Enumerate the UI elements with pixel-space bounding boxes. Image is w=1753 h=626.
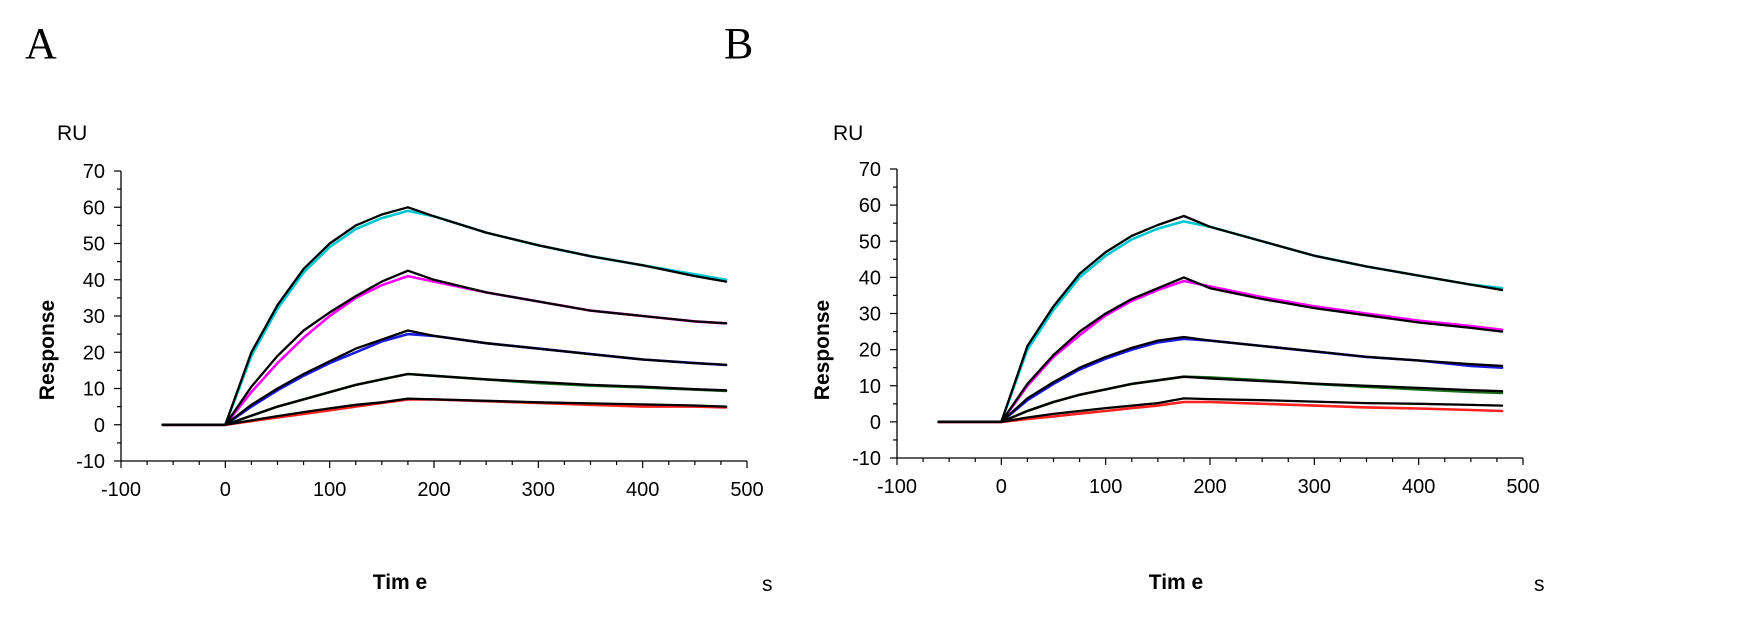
panel-b-x-tick-label: 0 — [996, 476, 1007, 498]
panel-a-x-axis-title: Tim e — [373, 571, 427, 594]
panel-b-y-tick-label: 70 — [859, 159, 881, 181]
panel-a-letter: A — [25, 19, 57, 68]
panel-a-x-tick-label: 300 — [522, 479, 555, 501]
panel-b-y-axis-title: Response — [811, 300, 834, 400]
panel-b-y-tick-label: 30 — [859, 304, 881, 326]
panel-b-y-unit: RU — [833, 122, 863, 145]
panel-a-series-blue-fit-line — [161, 329, 728, 426]
panel-b-y-tick-label: 20 — [859, 340, 881, 362]
panel-a-y-tick-label: 40 — [83, 270, 105, 292]
panel-b-series-magenta-line — [937, 279, 1504, 424]
panel-a-y-tick-label: 0 — [94, 415, 105, 437]
panel-a-y-tick-label: -10 — [76, 451, 105, 473]
panel-a-y-axis-title: Response — [36, 300, 59, 400]
panel-a-y-tick-label: 10 — [83, 379, 105, 401]
panel-a-x-tick-label: 100 — [313, 479, 346, 501]
panel-b-x-tick-label: -100 — [877, 476, 917, 498]
panel-b-series-red-fit-line — [937, 397, 1504, 424]
panel-b-y-tick-label: 0 — [870, 412, 881, 434]
panel-a-series-blue-line — [161, 332, 728, 427]
panel-b-series-red-line — [937, 400, 1504, 424]
panel-b-y-tick-label: 50 — [859, 231, 881, 253]
panel-a-y-tick-label: 70 — [83, 161, 105, 183]
panel-b-x-tick-label: 300 — [1298, 476, 1331, 498]
panel-b-x-axis-title: Tim e — [1149, 571, 1203, 594]
panel-a: A RU s Tim e Response -10010203040506070… — [25, 19, 773, 596]
panel-b-y-tick-label: 60 — [859, 195, 881, 217]
panel-b: B RU s Tim e Response -10010203040506070… — [724, 19, 1545, 596]
panel-a-series-magenta-line — [161, 274, 728, 427]
panel-b-series-green-fit-line — [937, 375, 1504, 424]
panel-b-series-blue-fit-line — [937, 335, 1504, 424]
panel-a-series-magenta-fit-line — [161, 269, 728, 426]
panel-a-y-tick-label: 30 — [83, 306, 105, 328]
panel-a-series-green-fit-line — [161, 372, 728, 426]
panel-b-x-unit: s — [1534, 573, 1545, 596]
panel-a-y-tick-label: 60 — [83, 197, 105, 219]
panel-a-x-tick-label: 400 — [626, 479, 659, 501]
panel-a-x-tick-label: 200 — [417, 479, 450, 501]
panel-b-series-cyan-fit-line — [937, 214, 1504, 424]
panel-b-y-tick-label: -10 — [852, 448, 881, 470]
panel-a-y-unit: RU — [57, 122, 87, 145]
panel-a-x-unit: s — [762, 573, 773, 596]
panel-a-y-tick-label: 50 — [83, 234, 105, 256]
panel-a-x-tick-label: 500 — [730, 479, 763, 501]
panel-b-x-tick-label: 500 — [1506, 476, 1539, 498]
panel-b-letter: B — [724, 19, 753, 68]
panel-a-x-tick-label: 0 — [220, 479, 231, 501]
panel-a-series-red-fit-line — [161, 397, 728, 426]
panel-b-x-tick-label: 400 — [1402, 476, 1435, 498]
panel-a-y-tick-label: 20 — [83, 342, 105, 364]
panel-a-plot-area — [161, 206, 728, 427]
panel-b-y-tick-label: 40 — [859, 267, 881, 289]
panel-b-plot-area — [937, 214, 1504, 424]
panel-b-x-tick-label: 100 — [1089, 476, 1122, 498]
panel-a-series-cyan-fit-line — [161, 206, 728, 426]
panel-b-series-magenta-fit-line — [937, 276, 1504, 424]
panel-b-y-tick-label: 10 — [859, 376, 881, 398]
panel-b-x-tick-label: 200 — [1193, 476, 1226, 498]
panel-a-x-tick-label: -100 — [101, 479, 141, 501]
